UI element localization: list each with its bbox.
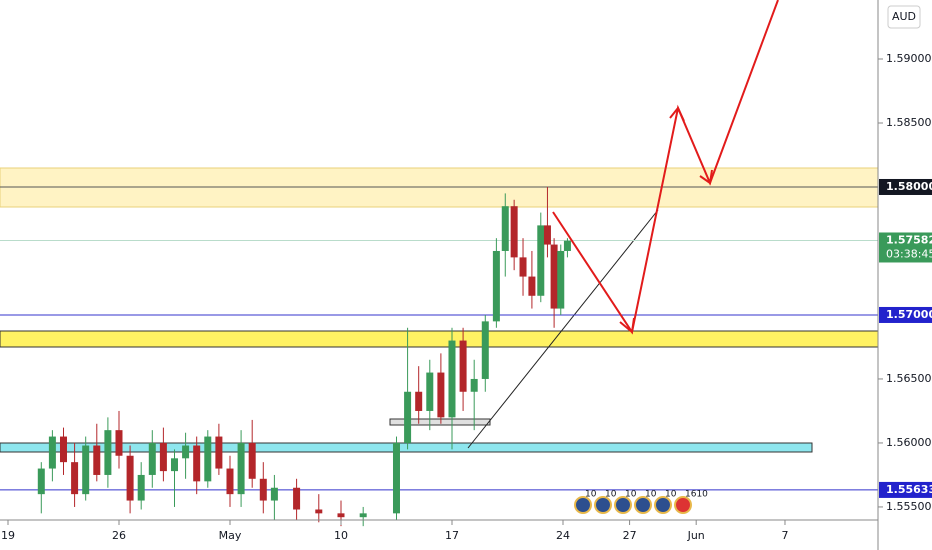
event-icon bbox=[654, 496, 672, 514]
base-box bbox=[389, 418, 491, 426]
resistance-zone bbox=[0, 167, 879, 208]
x-tick-label: 26 bbox=[112, 529, 126, 542]
projection-arrow bbox=[552, 0, 779, 335]
candle-body bbox=[510, 206, 518, 258]
candle-body bbox=[415, 391, 423, 411]
candle-body bbox=[270, 487, 278, 501]
event-label: 10 bbox=[645, 490, 657, 500]
candle-body bbox=[426, 372, 434, 411]
y-tick-label: 1.58500 bbox=[886, 116, 932, 129]
candle-body bbox=[404, 391, 412, 443]
candle-body bbox=[392, 442, 400, 514]
candle-body bbox=[182, 445, 190, 459]
candle-body bbox=[148, 442, 156, 475]
countdown: 03:38:45 bbox=[886, 247, 932, 260]
candle-body bbox=[170, 458, 178, 472]
event-icon bbox=[674, 496, 692, 514]
candle-body bbox=[492, 250, 500, 322]
candle-body bbox=[248, 442, 256, 479]
candle-body bbox=[528, 276, 536, 296]
trend-line bbox=[467, 209, 659, 449]
candle-body bbox=[259, 478, 267, 501]
candle-body bbox=[193, 445, 201, 482]
y-tick-label: 1.59000 bbox=[886, 52, 932, 65]
candle-body bbox=[481, 321, 489, 379]
event-icon bbox=[574, 496, 592, 514]
candle-body bbox=[226, 468, 234, 495]
candle-body bbox=[337, 513, 345, 518]
candle-body bbox=[519, 257, 527, 277]
candle-body bbox=[71, 462, 79, 495]
event-icon bbox=[614, 496, 632, 514]
candle-body bbox=[215, 436, 223, 469]
x-tick-label: 17 bbox=[445, 529, 459, 542]
price-label: 1.57582 bbox=[886, 233, 932, 246]
price-label-box bbox=[879, 481, 932, 498]
y-tick-label: 1.55500 bbox=[886, 500, 932, 513]
candle-body bbox=[543, 225, 551, 245]
price-label: 1.57000 bbox=[886, 308, 932, 321]
candle-body bbox=[82, 445, 90, 495]
event-label: 10 bbox=[665, 490, 677, 500]
event-label: 1610 bbox=[685, 490, 708, 500]
event-label: 10 bbox=[605, 490, 617, 500]
x-tick-label: 24 bbox=[556, 529, 570, 542]
price-label: 1.55633 bbox=[886, 483, 932, 496]
price-label: 1.58000 bbox=[886, 180, 932, 193]
candle-body bbox=[537, 225, 545, 296]
candle-body bbox=[550, 244, 558, 309]
candle-body bbox=[115, 430, 123, 456]
candle-body bbox=[293, 487, 301, 510]
event-icon bbox=[594, 496, 612, 514]
x-tick-label: 10 bbox=[334, 529, 348, 542]
y-tick-label: 1.56500 bbox=[886, 372, 932, 385]
x-tick-label: 27 bbox=[623, 529, 637, 542]
candle-body bbox=[159, 442, 167, 472]
event-label: 10 bbox=[625, 490, 637, 500]
candle-body bbox=[563, 240, 571, 251]
price-label-box bbox=[879, 306, 932, 323]
event-label: 10 bbox=[585, 490, 597, 500]
candle-body bbox=[359, 513, 367, 518]
candle-body bbox=[126, 455, 134, 501]
candle-body bbox=[557, 250, 565, 309]
currency-box bbox=[887, 5, 921, 29]
y-tick-label: 1.56000 bbox=[886, 436, 932, 449]
candle-body bbox=[204, 436, 212, 482]
price-label-box bbox=[879, 178, 932, 195]
x-tick-label: Jun bbox=[687, 529, 705, 542]
candle-body bbox=[448, 340, 456, 418]
candle-body bbox=[501, 206, 509, 251]
support-zone bbox=[0, 330, 879, 348]
candle-body bbox=[315, 509, 323, 514]
candle-body bbox=[104, 430, 112, 475]
candle-body bbox=[237, 442, 245, 495]
demand-zone bbox=[0, 442, 813, 453]
event-icon bbox=[634, 496, 652, 514]
candle-body bbox=[437, 372, 445, 418]
currency: AUD bbox=[892, 10, 916, 23]
candle-body bbox=[137, 474, 145, 501]
price-label-box bbox=[879, 232, 932, 263]
candle-body bbox=[470, 378, 478, 392]
x-tick-label: 19 bbox=[1, 529, 15, 542]
x-tick-label: 7 bbox=[781, 529, 788, 542]
candle-body bbox=[37, 468, 45, 495]
candle-body bbox=[59, 436, 67, 463]
candle-body bbox=[48, 436, 56, 469]
candle-body bbox=[459, 340, 467, 392]
candle-body bbox=[93, 445, 101, 475]
x-tick-label: May bbox=[219, 529, 242, 542]
arrow-heads bbox=[619, 106, 713, 334]
